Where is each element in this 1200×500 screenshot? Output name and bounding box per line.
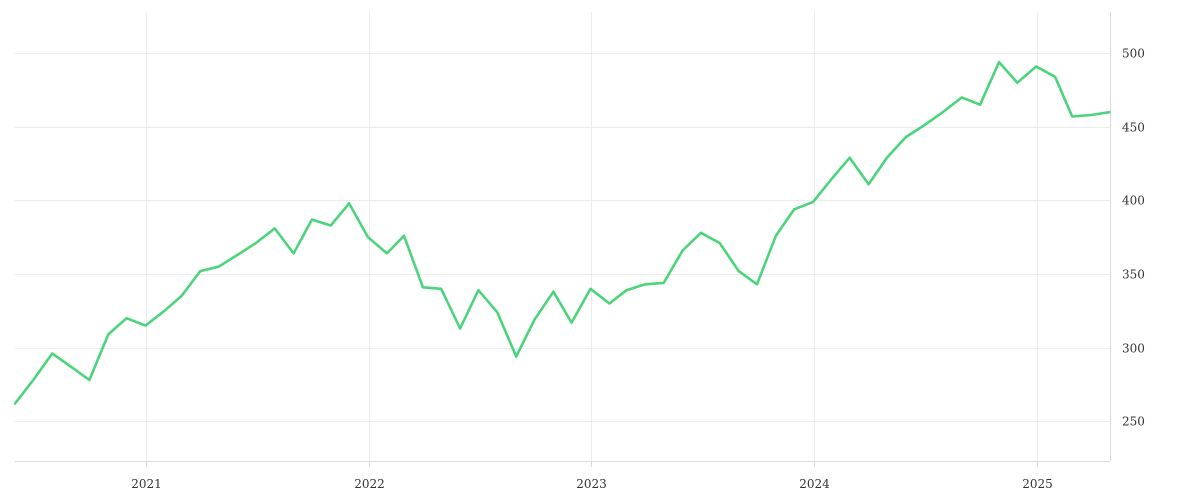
- y-tick-label: 400: [1122, 194, 1145, 208]
- x-tick-label: 2025: [1022, 477, 1053, 491]
- y-tick-label: 500: [1122, 47, 1145, 61]
- x-tick-label: 2024: [799, 477, 830, 491]
- y-tick-label: 450: [1122, 121, 1145, 135]
- x-tick-label: 2022: [354, 477, 385, 491]
- y-tick-label: 350: [1122, 268, 1145, 282]
- y-tick-label: 250: [1122, 415, 1145, 429]
- grid-layer: [15, 12, 1110, 461]
- series-layer: [13, 60, 1111, 405]
- series-line: [13, 60, 1111, 405]
- axis-layer: 250 300 350 400 450 500 2021 2022 2023 2024 2025: [15, 12, 1145, 491]
- x-tick-label: 2023: [576, 477, 607, 491]
- y-tick-label: 300: [1122, 342, 1145, 356]
- x-tick-label: 2021: [131, 477, 162, 491]
